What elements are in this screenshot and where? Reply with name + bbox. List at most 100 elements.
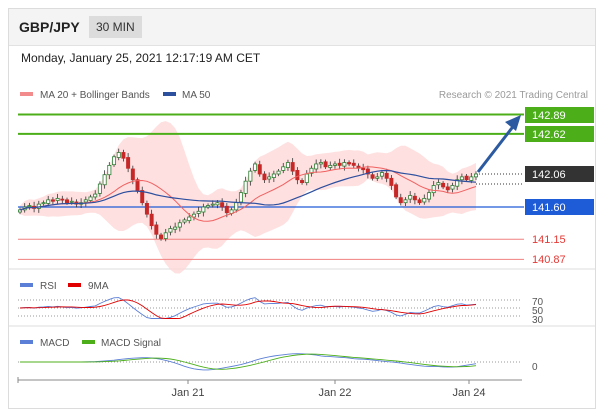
candle-body [464,175,469,181]
candle-body [46,199,51,204]
macd-zero-label: 0 [532,362,538,373]
candle-body [455,179,460,187]
candle-body [276,170,281,175]
bollinger-legend-label: MA 20 + Bollinger Bands [40,90,150,101]
candle-body [149,213,154,227]
candle-body [290,162,295,172]
rsi-50-label: 50 [532,306,544,317]
candle-body [41,202,46,205]
support-1-tag [525,199,594,215]
arrow-shaft [476,123,517,173]
candle-body [281,166,286,171]
candle-body [196,210,201,214]
x-tick-label: Jan 21 [171,387,204,399]
research-credit: Research © 2021 Trading Central [439,90,588,101]
candle-body [159,234,164,239]
candle-body [238,192,243,203]
candle-body [88,196,93,201]
macd-signal-legend-label: MACD Signal [101,338,161,349]
macd-lines [20,353,477,371]
candle-body [403,199,408,204]
candle-body [27,205,32,207]
candle-body [365,168,370,175]
candle-body [398,197,403,204]
rsi-ma9-line [19,299,477,319]
candle-body [361,167,366,171]
candle-body [140,190,145,204]
candle-body [314,163,319,170]
macd-signal-line [20,353,477,370]
candle-body [234,202,239,211]
candle-body [441,182,446,188]
resistance-2-tag [525,126,594,142]
ma50-swatch [163,92,176,96]
candle-body [431,185,436,194]
candle-body [224,205,229,214]
chart-header: GBP/JPY 30 MIN [9,9,595,46]
candle-body [154,224,159,235]
candle-body [130,168,135,181]
ma50-line [19,169,477,211]
macd-legend-label: MACD [40,338,69,349]
candle-body [173,226,178,230]
support-1-label: 141.60 [532,202,566,214]
current-price-label: 142.06 [532,169,566,181]
candle-body [201,206,206,213]
forecast-arrow [476,115,521,173]
candle-body [210,203,215,206]
candle-body [69,200,74,203]
candle-body [379,172,384,177]
rsi-swatch [20,283,33,287]
candle-body [220,202,225,208]
x-axis: Jan 21 Jan 22 Jan 24 [17,377,522,399]
candle-body [337,162,342,166]
candle-body [412,195,417,201]
candle-body [187,216,192,222]
candle-body [271,173,276,178]
candle-body [328,164,333,168]
candle-body [422,197,427,203]
candle-body [450,185,455,190]
candle-body [215,202,220,206]
candle-body [318,162,323,165]
candle-body [253,163,258,171]
candle-body [394,184,399,198]
timeframe-badge[interactable]: 30 MIN [89,16,142,38]
candle-body [50,199,55,202]
candle-body [436,182,441,186]
candle-body [417,199,422,204]
x-tick-label: Jan 24 [452,387,485,399]
ma20-line [19,166,477,222]
candle-body [408,195,413,200]
x-tick-label: Jan 22 [318,387,351,399]
rsi-panel: RSI 9MA 70 50 30 [18,281,544,326]
candle-body [248,170,253,182]
candle-body [257,164,262,175]
macd-signal-swatch [82,340,95,344]
candle-body [459,176,464,181]
resistance-1-tag [525,107,594,123]
arrow-head [505,115,521,131]
candle-body [163,232,168,239]
macd-panel: MACD MACD Signal 0 [18,338,538,373]
candle-body [102,174,107,186]
candle-body [426,192,431,200]
resistance-2-label: 142.62 [532,129,566,141]
support-3-label: 140.87 [532,254,566,266]
candle-body [83,199,88,203]
candle-body [97,183,102,194]
resistance-1-label: 142.89 [532,110,566,122]
bollinger-bands [20,121,476,274]
candle-body [332,163,337,166]
candle-body [309,167,314,174]
candle-body [65,199,70,204]
support-2-label: 141.15 [532,234,566,246]
candle-body [168,228,173,233]
instrument-title: GBP/JPY [19,19,80,35]
rsi-ma9-legend-label: 9MA [88,281,109,292]
rsi-lines [19,297,477,319]
candle-body [17,209,22,213]
candle-body [126,157,131,169]
candle-body [347,162,352,165]
candle-body [384,172,389,179]
